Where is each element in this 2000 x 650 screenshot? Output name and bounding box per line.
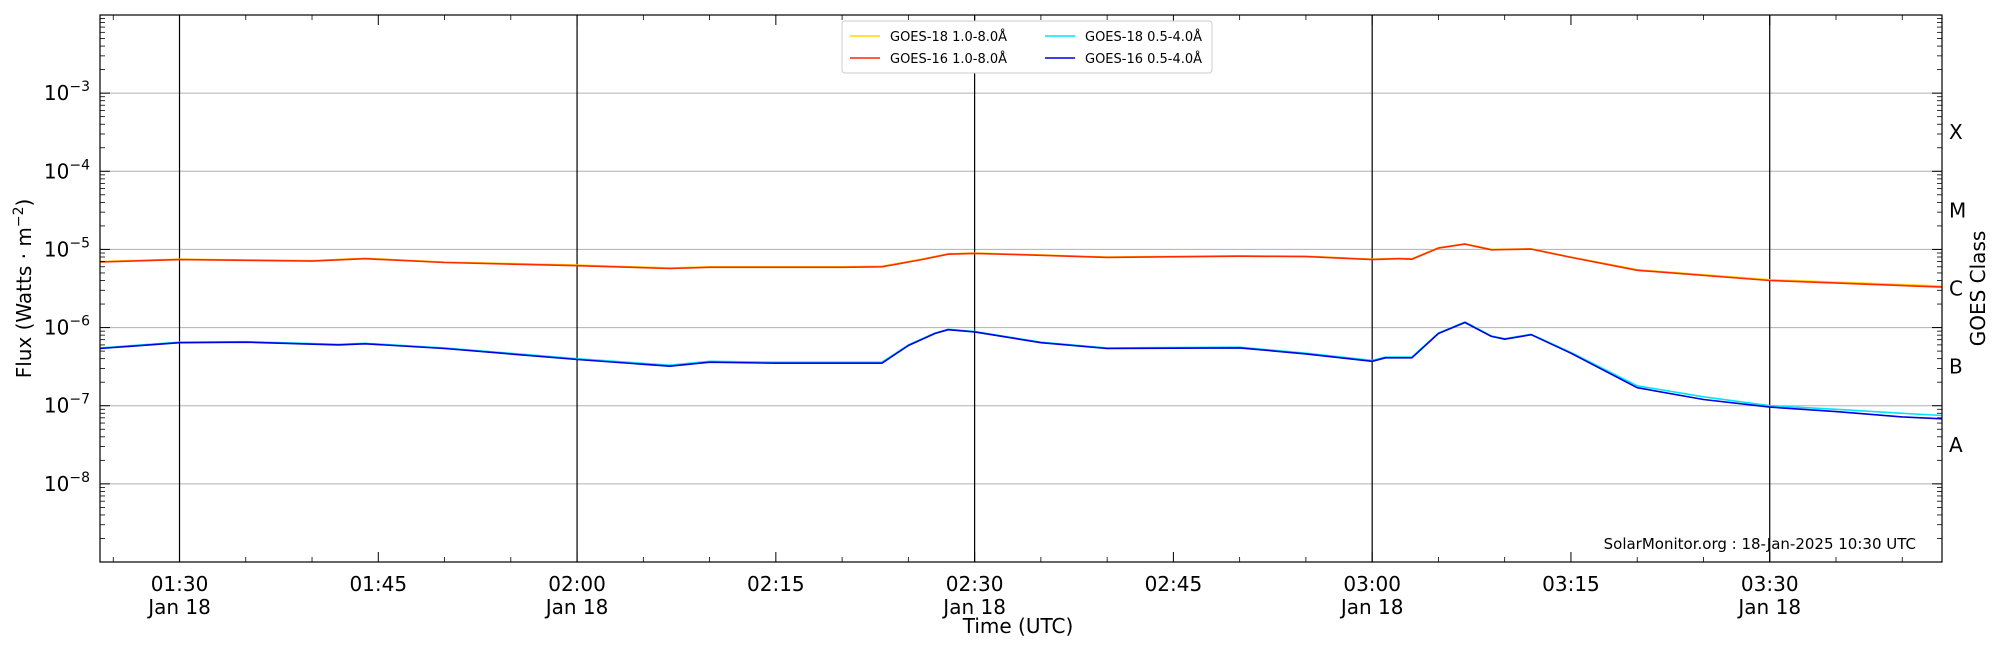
goes-class-label: X	[1949, 120, 1963, 144]
x-tick-label: 02:00	[548, 572, 606, 596]
legend-entry: GOES-16 1.0-8.0Å	[890, 51, 1007, 67]
y-tick-label: 10−5	[44, 235, 90, 261]
series-line-0	[99, 243, 1943, 287]
legend-entry: GOES-16 0.5-4.0Å	[1085, 51, 1202, 67]
y-tick-exponent: −3	[69, 79, 90, 95]
credit-text: SolarMonitor.org : 18-Jan-2025 10:30 UTC	[1604, 535, 1916, 553]
x-tick-label: 03:00	[1343, 572, 1401, 596]
x-tick-label: 02:45	[1145, 572, 1203, 596]
goes-class-label: C	[1949, 277, 1963, 301]
plot-frame	[99, 14, 1943, 563]
series-line-1	[99, 321, 1943, 417]
x-tick-label: 02:30	[946, 572, 1004, 596]
goes-class-label: A	[1949, 433, 1963, 457]
y-tick-label: 10−6	[44, 314, 90, 340]
x-tick-label: 01:30	[151, 572, 209, 596]
series-lines	[99, 243, 1943, 420]
y-tick-exponent: −8	[69, 470, 90, 486]
x-tick-date-label: Jan 18	[1339, 595, 1404, 619]
x-tick-label: 02:15	[747, 572, 805, 596]
y-tick-exponent: −6	[69, 314, 90, 330]
x-tick-label: 03:15	[1542, 572, 1600, 596]
x-tick-date-label: Jan 18	[941, 595, 1006, 619]
y-tick-label: 10−4	[44, 157, 90, 183]
y-tick-base: 10	[44, 81, 69, 105]
legend-entry: GOES-18 1.0-8.0Å	[890, 29, 1007, 45]
y-tick-exponent: −4	[69, 157, 90, 173]
grid	[100, 92, 1942, 485]
y-axis-title: Flux (Watts · m−2)	[11, 199, 36, 379]
goes-class-label: B	[1949, 355, 1963, 379]
y-tick-label: 10−7	[44, 392, 90, 418]
axis-ticks	[100, 14, 1942, 563]
legend-entry: GOES-18 0.5-4.0Å	[1085, 29, 1202, 45]
goes-class-label: M	[1949, 198, 1966, 222]
y-tick-exponent: −5	[69, 235, 90, 251]
y-tick-exponent: −7	[69, 392, 90, 408]
legend-box	[841, 20, 1213, 74]
y-tick-base: 10	[44, 394, 69, 418]
y-tick-base: 10	[44, 316, 69, 340]
y-tick-base: 10	[44, 472, 69, 496]
x-tick-date-label: Jan 18	[1736, 595, 1801, 619]
y-tick-label: 10−3	[44, 79, 90, 105]
y-tick-base: 10	[44, 237, 69, 261]
x-tick-label: 03:30	[1741, 572, 1799, 596]
x-axis-title: Time (UTC)	[962, 614, 1074, 638]
right-axis-title: GOES Class	[1966, 231, 1990, 347]
x-tick-date-label: Jan 18	[146, 595, 211, 619]
y-axis-title-superscript: −2	[11, 207, 27, 228]
day-markers	[178, 15, 1771, 562]
x-tick-label: 01:45	[349, 572, 407, 596]
y-axis-title-main: Flux (Watts · m	[12, 227, 36, 378]
series-line-2	[99, 243, 1943, 288]
series-line-3	[99, 321, 1943, 420]
x-tick-date-label: Jan 18	[544, 595, 609, 619]
y-tick-label: 10−8	[44, 470, 90, 496]
y-tick-base: 10	[44, 159, 69, 183]
y-axis-title-close: )	[12, 199, 36, 207]
legend: GOES-18 1.0-8.0Å GOES-18 0.5-4.0Å GOES-16 …	[841, 20, 1213, 74]
